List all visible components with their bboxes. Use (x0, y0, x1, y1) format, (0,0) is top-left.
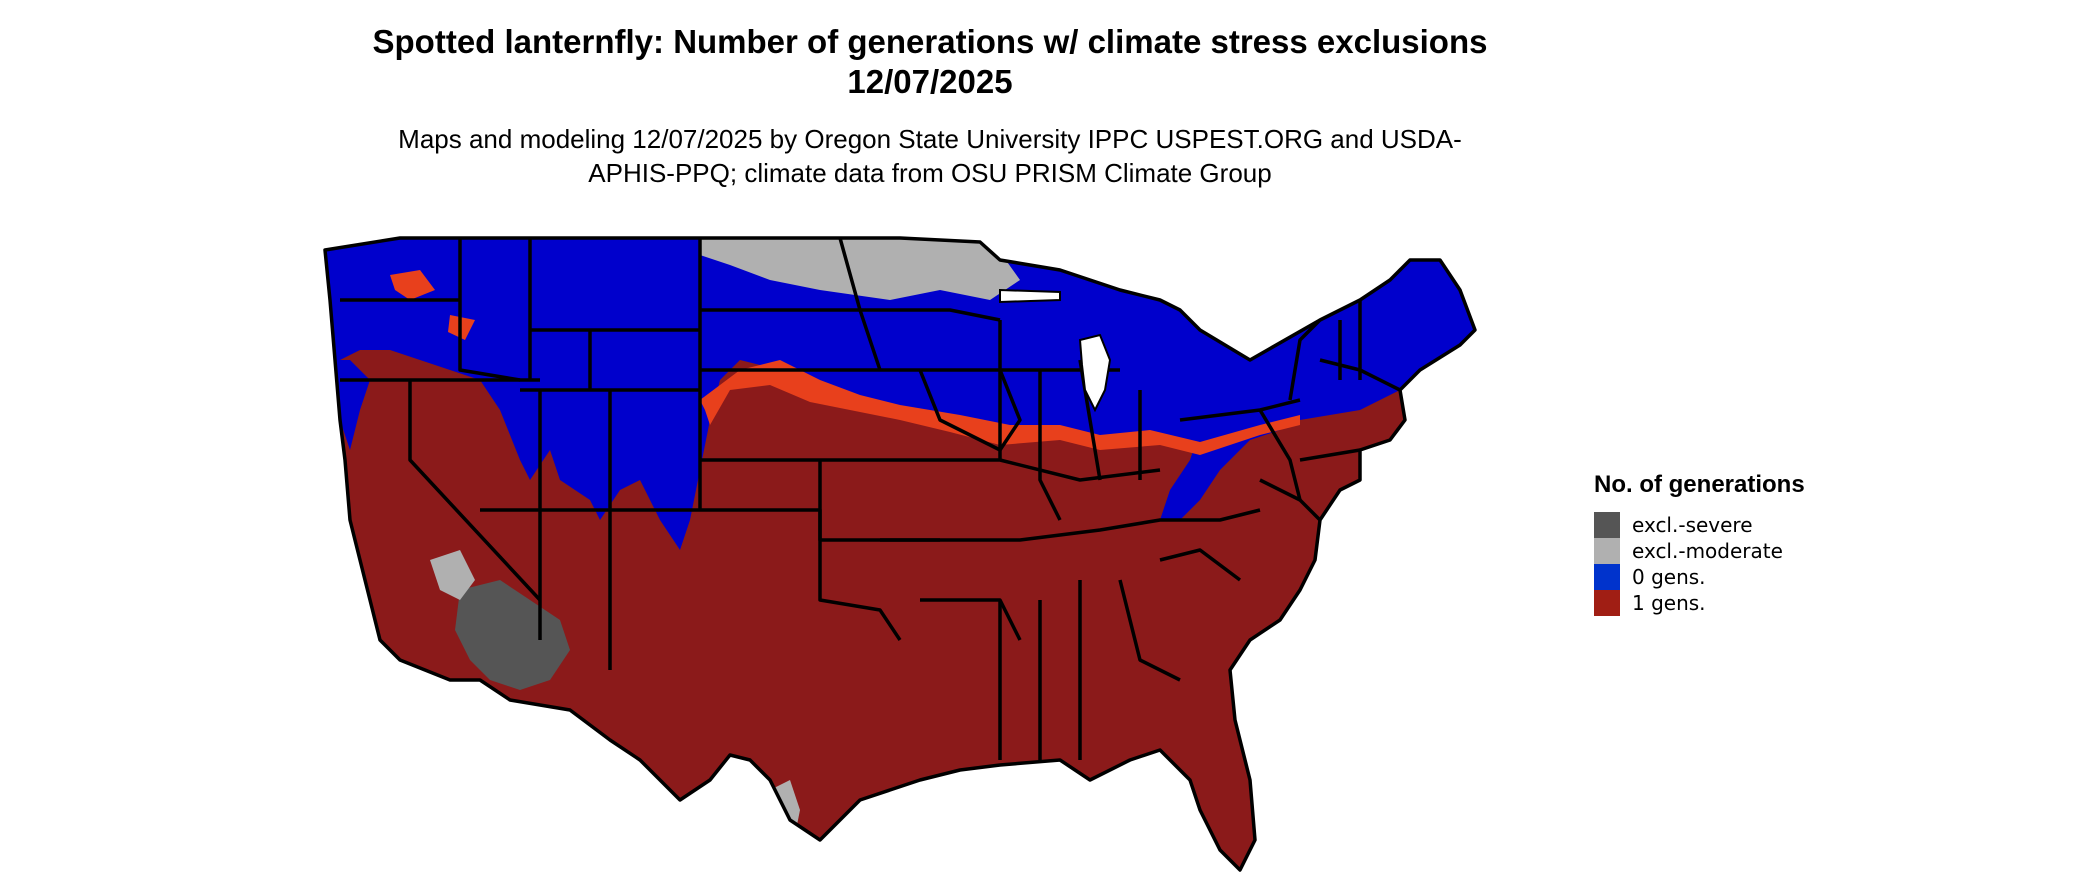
region-excl-moderate-southwest (430, 550, 475, 600)
legend-label: excl.-moderate (1632, 539, 1783, 563)
legend-swatch-excl-moderate (1594, 538, 1620, 564)
map-subtitle: Maps and modeling 12/07/2025 by Oregon S… (398, 124, 1462, 188)
state-borders (323, 236, 1477, 872)
map-title: Spotted lanternfly: Number of generation… (372, 23, 1488, 100)
legend-item-one-gens: 1 gens. (1594, 590, 1854, 616)
legend-item-zero-gens: 0 gens. (1594, 564, 1854, 590)
region-transition-band (700, 360, 1300, 455)
great-lakes (999, 288, 1112, 413)
legend-swatch-zero-gens (1594, 564, 1620, 590)
legend-label: 1 gens. (1632, 591, 1706, 615)
legend-label: excl.-severe (1632, 513, 1753, 537)
us-map-svg (323, 236, 1477, 872)
region-transition-nw (390, 270, 475, 340)
legend-swatch-one-gens (1594, 590, 1620, 616)
legend-item-excl-severe: excl.-severe (1594, 512, 1854, 538)
legend-item-excl-moderate: excl.-moderate (1594, 538, 1854, 564)
legend-title: No. of generations (1594, 471, 1805, 498)
legend-label: 0 gens. (1632, 565, 1706, 589)
region-excl-moderate-north (700, 238, 1020, 300)
us-map (300, 220, 1590, 890)
legend-swatch-excl-severe (1594, 512, 1620, 538)
legend: No. of generations excl.-severe excl.-mo… (1594, 470, 1854, 616)
